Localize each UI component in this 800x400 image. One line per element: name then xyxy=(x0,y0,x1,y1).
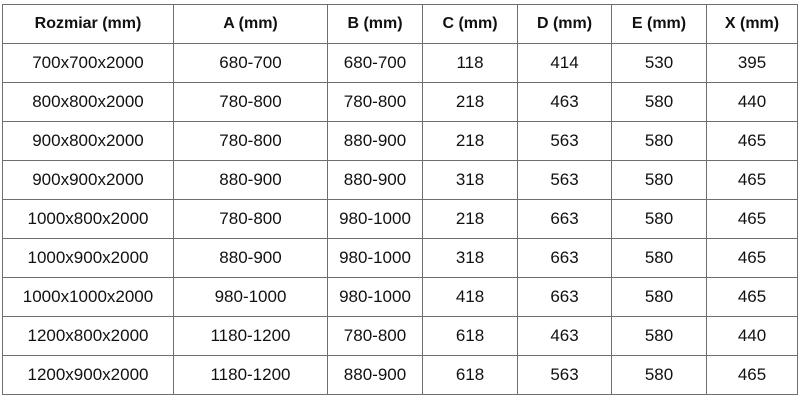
column-header: A (mm) xyxy=(173,4,328,44)
table-row: 1000x800x2000 780-800 980-1000 218 663 580 465 xyxy=(2,199,798,239)
table-cell: 218 xyxy=(422,199,518,239)
table-cell: 218 xyxy=(422,82,518,122)
header-row: Rozmiar (mm) A (mm) B (mm) C (mm) D (mm) E (m… xyxy=(2,4,798,44)
table-cell: 563 xyxy=(517,160,612,200)
table-cell: 580 xyxy=(611,199,707,239)
table-cell: 580 xyxy=(611,316,707,356)
table-cell: 800x800x2000 xyxy=(2,82,174,122)
table-cell: 563 xyxy=(517,121,612,161)
table-row: 800x800x2000 780-800 780-800 218 463 580 440 xyxy=(2,82,798,122)
table-cell: 880-900 xyxy=(327,160,423,200)
table-cell: 118 xyxy=(422,43,518,83)
table-cell: 980-1000 xyxy=(327,277,423,317)
table-cell: 780-800 xyxy=(173,121,328,161)
column-header: X (mm) xyxy=(706,4,798,44)
table-row: 700x700x2000 680-700 680-700 118 414 530 395 xyxy=(2,43,798,83)
table-cell: 700x700x2000 xyxy=(2,43,174,83)
table-cell: 780-800 xyxy=(327,82,423,122)
table-cell: 465 xyxy=(706,277,798,317)
table-cell: 463 xyxy=(517,316,612,356)
column-header: C (mm) xyxy=(422,4,518,44)
table-cell: 900x900x2000 xyxy=(2,160,174,200)
table-cell: 465 xyxy=(706,160,798,200)
table-cell: 1000x1000x2000 xyxy=(2,277,174,317)
table-row: 900x800x2000 780-800 880-900 218 563 580 465 xyxy=(2,121,798,161)
table-cell: 900x800x2000 xyxy=(2,121,174,161)
table-cell: 663 xyxy=(517,238,612,278)
table-cell: 218 xyxy=(422,121,518,161)
table-row: 900x900x2000 880-900 880-900 318 563 580 465 xyxy=(2,160,798,200)
table-cell: 880-900 xyxy=(173,160,328,200)
table-cell: 1200x800x2000 xyxy=(2,316,174,356)
table-cell: 618 xyxy=(422,316,518,356)
table-cell: 1180-1200 xyxy=(173,355,328,395)
table-cell: 880-900 xyxy=(327,121,423,161)
table-cell: 1180-1200 xyxy=(173,316,328,356)
table-cell: 980-1000 xyxy=(173,277,328,317)
table-row: 1000x900x2000 880-900 980-1000 318 663 580 465 xyxy=(2,238,798,278)
table-cell: 980-1000 xyxy=(327,199,423,239)
dimensions-table: Rozmiar (mm) A (mm) B (mm) C (mm) D (mm) E (m… xyxy=(2,4,798,395)
column-header: Rozmiar (mm) xyxy=(2,4,174,44)
table-row: 1000x1000x2000 980-1000 980-1000 418 663 580 4… xyxy=(2,277,798,317)
table-cell: 414 xyxy=(517,43,612,83)
table-cell: 580 xyxy=(611,160,707,200)
table-cell: 465 xyxy=(706,199,798,239)
table-cell: 1200x900x2000 xyxy=(2,355,174,395)
table-cell: 465 xyxy=(706,121,798,161)
table-cell: 880-900 xyxy=(327,355,423,395)
table-cell: 680-700 xyxy=(327,43,423,83)
table-cell: 440 xyxy=(706,82,798,122)
table-cell: 395 xyxy=(706,43,798,83)
table-cell: 1000x800x2000 xyxy=(2,199,174,239)
table-cell: 418 xyxy=(422,277,518,317)
table-cell: 580 xyxy=(611,238,707,278)
table-cell: 780-800 xyxy=(173,82,328,122)
table-cell: 780-800 xyxy=(173,199,328,239)
table-row: 1200x800x2000 1180-1200 780-800 618 463 580 44… xyxy=(2,316,798,356)
table-cell: 580 xyxy=(611,277,707,317)
table-cell: 563 xyxy=(517,355,612,395)
table-cell: 318 xyxy=(422,160,518,200)
table-row: 1200x900x2000 1180-1200 880-900 618 563 580 46… xyxy=(2,355,798,395)
table-cell: 580 xyxy=(611,355,707,395)
table-cell: 580 xyxy=(611,121,707,161)
column-header: E (mm) xyxy=(611,4,707,44)
table-cell: 440 xyxy=(706,316,798,356)
table-cell: 780-800 xyxy=(327,316,423,356)
table-cell: 980-1000 xyxy=(327,238,423,278)
table-cell: 530 xyxy=(611,43,707,83)
column-header: B (mm) xyxy=(327,4,423,44)
table-cell: 680-700 xyxy=(173,43,328,83)
table-cell: 465 xyxy=(706,238,798,278)
table-cell: 465 xyxy=(706,355,798,395)
table-cell: 663 xyxy=(517,199,612,239)
table-cell: 580 xyxy=(611,82,707,122)
table-cell: 618 xyxy=(422,355,518,395)
table-cell: 1000x900x2000 xyxy=(2,238,174,278)
table-cell: 318 xyxy=(422,238,518,278)
table-cell: 880-900 xyxy=(173,238,328,278)
table-cell: 463 xyxy=(517,82,612,122)
column-header: D (mm) xyxy=(517,4,612,44)
table-cell: 663 xyxy=(517,277,612,317)
